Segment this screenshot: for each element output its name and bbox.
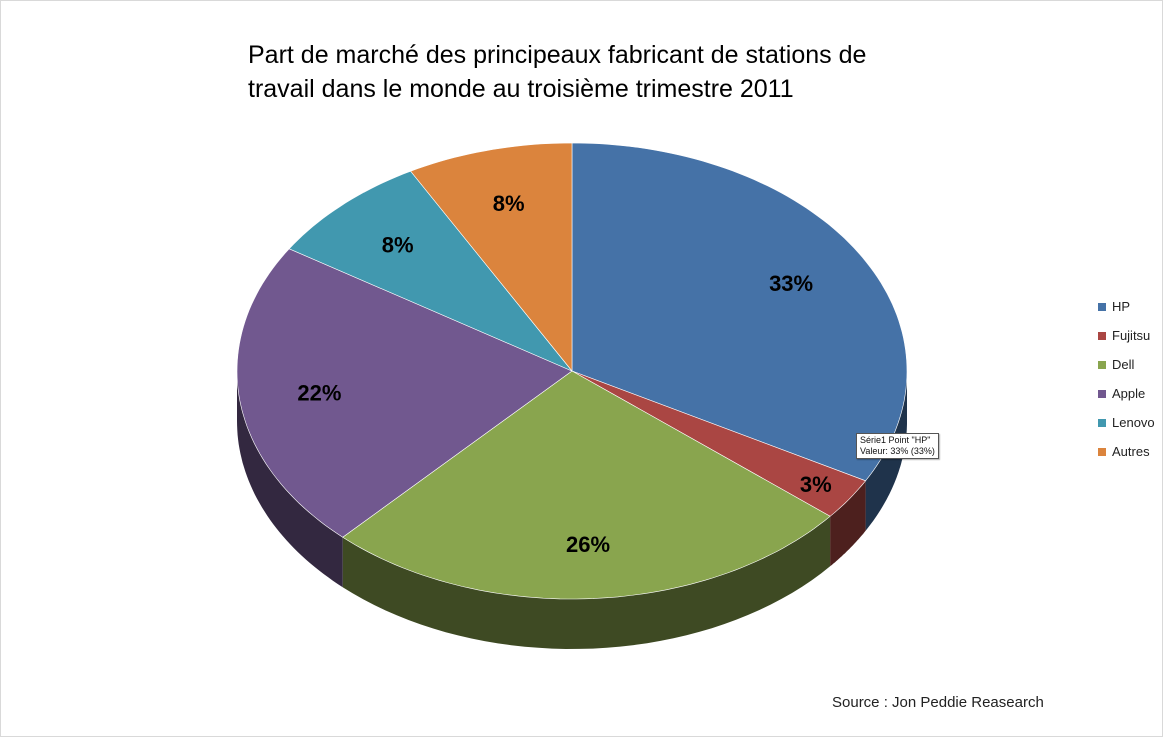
legend-swatch: [1098, 418, 1106, 427]
data-label-fujitsu: 3%: [800, 472, 832, 497]
pie-side-apple: [237, 371, 343, 588]
pie-slice-lenovo[interactable]: [288, 170, 573, 372]
data-label-hp: 33%: [769, 271, 813, 296]
pie-slice-dell[interactable]: [342, 370, 831, 600]
source-note: Source : Jon Peddie Reasearch: [832, 694, 1044, 711]
chart-title: Part de marché des principeaux fabricant…: [248, 38, 948, 106]
pie-slice-hp[interactable]: [571, 142, 908, 482]
legend-item-hp: HP: [1098, 292, 1155, 321]
chart-title-line-2: travail dans le monde au troisième trime…: [248, 75, 794, 103]
legend-label: Fujitsu: [1112, 328, 1151, 343]
data-label-lenovo: 8%: [382, 233, 414, 258]
pie-side-fujitsu: [830, 480, 866, 567]
legend-label: Lenovo: [1112, 415, 1155, 430]
legend: HP Fujitsu Dell Apple Lenovo Autres: [1098, 292, 1155, 466]
tooltip-series-point: Série1 Point "HP": [860, 435, 931, 445]
data-label-autres: 8%: [493, 191, 525, 216]
pie-slices[interactable]: [236, 142, 908, 600]
legend-label: Dell: [1112, 357, 1135, 372]
pie-slice-fujitsu[interactable]: [571, 370, 867, 517]
data-label-dell: 26%: [566, 532, 610, 557]
data-point-tooltip: Série1 Point "HP" Valeur: 33% (33%): [856, 433, 939, 459]
legend-label: HP: [1112, 299, 1131, 314]
legend-item-fujitsu: Fujitsu: [1098, 321, 1155, 350]
pie-side-dell: [342, 516, 831, 649]
chart-title-line-1: Part de marché des principeaux fabricant…: [248, 41, 867, 69]
legend-item-apple: Apple: [1098, 379, 1155, 408]
data-label-apple: 22%: [297, 381, 341, 406]
legend-swatch: [1098, 447, 1106, 456]
pie-slice-apple[interactable]: [236, 248, 573, 538]
data-labels: 33% 3% 26% 22% 8% 8%: [297, 191, 831, 557]
legend-swatch: [1098, 360, 1106, 369]
legend-label: Autres: [1112, 444, 1150, 459]
legend-item-autres: Autres: [1098, 437, 1155, 466]
tooltip-value: Valeur: 33% (33%): [860, 446, 935, 456]
legend-item-dell: Dell: [1098, 350, 1155, 379]
pie-slice-autres[interactable]: [410, 142, 573, 372]
legend-item-lenovo: Lenovo: [1098, 408, 1155, 437]
legend-swatch: [1098, 389, 1106, 398]
legend-swatch: [1098, 331, 1106, 340]
legend-swatch: [1098, 302, 1106, 311]
legend-label: Apple: [1112, 386, 1146, 401]
